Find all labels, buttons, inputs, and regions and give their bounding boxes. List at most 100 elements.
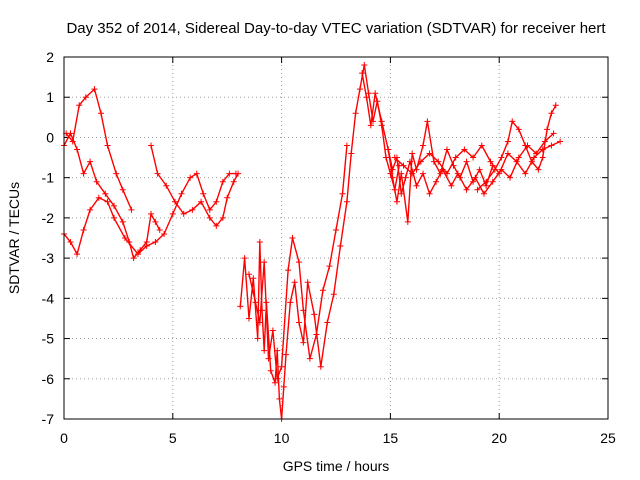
data-point [250, 275, 257, 282]
data-point [557, 138, 564, 145]
data-point [398, 190, 405, 197]
data-point [389, 166, 396, 173]
data-point [219, 178, 226, 185]
data-point [343, 142, 350, 149]
data-point [267, 367, 274, 374]
data-point [361, 62, 368, 69]
data-point [491, 166, 498, 173]
data-point [245, 315, 252, 322]
data-point [356, 86, 363, 93]
data-point [93, 178, 100, 185]
data-point [319, 287, 326, 294]
y-tick-label: -6 [42, 371, 55, 387]
data-point [389, 174, 396, 181]
series-sat-j [385, 130, 557, 197]
data-point [296, 259, 303, 266]
series-sat-f [245, 142, 350, 382]
data-point [237, 303, 244, 310]
data-point [256, 239, 263, 246]
data-point [261, 259, 268, 266]
data-point [296, 319, 303, 326]
data-point [104, 142, 111, 149]
data-point [333, 226, 339, 233]
data-point [198, 198, 205, 205]
data-point [522, 170, 529, 177]
data-point [300, 339, 307, 346]
data-point [420, 170, 427, 177]
data-point [113, 170, 120, 177]
data-point [274, 375, 281, 382]
data-point [230, 178, 237, 185]
x-tick-label: 20 [491, 430, 507, 446]
grid [64, 57, 608, 419]
y-axis: -7 -6 -5 -4 -3 -2 -1 0 1 2 [42, 49, 608, 427]
data-point [454, 170, 461, 177]
data-point [372, 90, 379, 97]
data-point [119, 218, 126, 225]
data-point [461, 146, 468, 153]
data-point [424, 118, 431, 125]
y-tick-label: -1 [42, 170, 55, 186]
data-point [261, 347, 268, 354]
data-point [489, 178, 496, 185]
data-point [121, 235, 128, 241]
data-point [393, 154, 400, 161]
series-line [239, 64, 400, 420]
data-point [69, 138, 76, 145]
data-point [265, 355, 272, 362]
data-point [365, 90, 372, 97]
x-tick-label: 15 [383, 430, 399, 446]
data-point [134, 251, 141, 258]
y-tick-label: -7 [42, 411, 55, 427]
data-point [130, 255, 137, 262]
data-point [504, 150, 511, 157]
data-point [80, 226, 87, 233]
x-axis-label: GPS time / hours [283, 458, 390, 474]
series-sat-e [237, 62, 403, 422]
data-point [111, 202, 118, 209]
data-point [161, 230, 168, 237]
series-sat-h [391, 138, 564, 177]
data-point [169, 210, 176, 217]
data-point [313, 331, 320, 338]
data-point [252, 299, 259, 306]
data-point [339, 190, 346, 197]
data-point [148, 142, 155, 149]
data-point [241, 255, 248, 262]
data-point [76, 102, 83, 109]
data-point [269, 327, 276, 334]
data-point [171, 198, 178, 205]
data-point [254, 335, 261, 342]
data-point [280, 383, 287, 390]
series-line [394, 140, 561, 176]
data-point [515, 154, 522, 161]
y-tick-label: -4 [42, 290, 55, 306]
x-tick-label: 25 [600, 430, 616, 446]
data-point [550, 130, 557, 137]
data-point [80, 170, 87, 177]
data-point [235, 170, 242, 177]
series-sat-a [61, 130, 163, 262]
data-point [285, 267, 292, 274]
data-point [378, 118, 385, 125]
data-point [472, 174, 479, 181]
data-point [317, 363, 324, 370]
data-point [213, 222, 220, 229]
data-point [426, 150, 433, 157]
data-point [163, 182, 170, 189]
data-point [206, 206, 213, 213]
y-tick-label: -2 [42, 210, 55, 226]
data-point [474, 186, 481, 193]
data-point [128, 206, 135, 213]
data-point [359, 70, 366, 77]
data-point [276, 395, 283, 402]
data-point [226, 170, 233, 177]
data-point [67, 239, 74, 246]
data-point [187, 174, 194, 181]
data-point [470, 154, 477, 161]
data-point [439, 166, 446, 173]
series-sat-d [148, 142, 242, 229]
data-point [413, 182, 420, 189]
y-axis-label: SDTVAR / TECUs [6, 182, 22, 294]
data-point [104, 198, 111, 205]
